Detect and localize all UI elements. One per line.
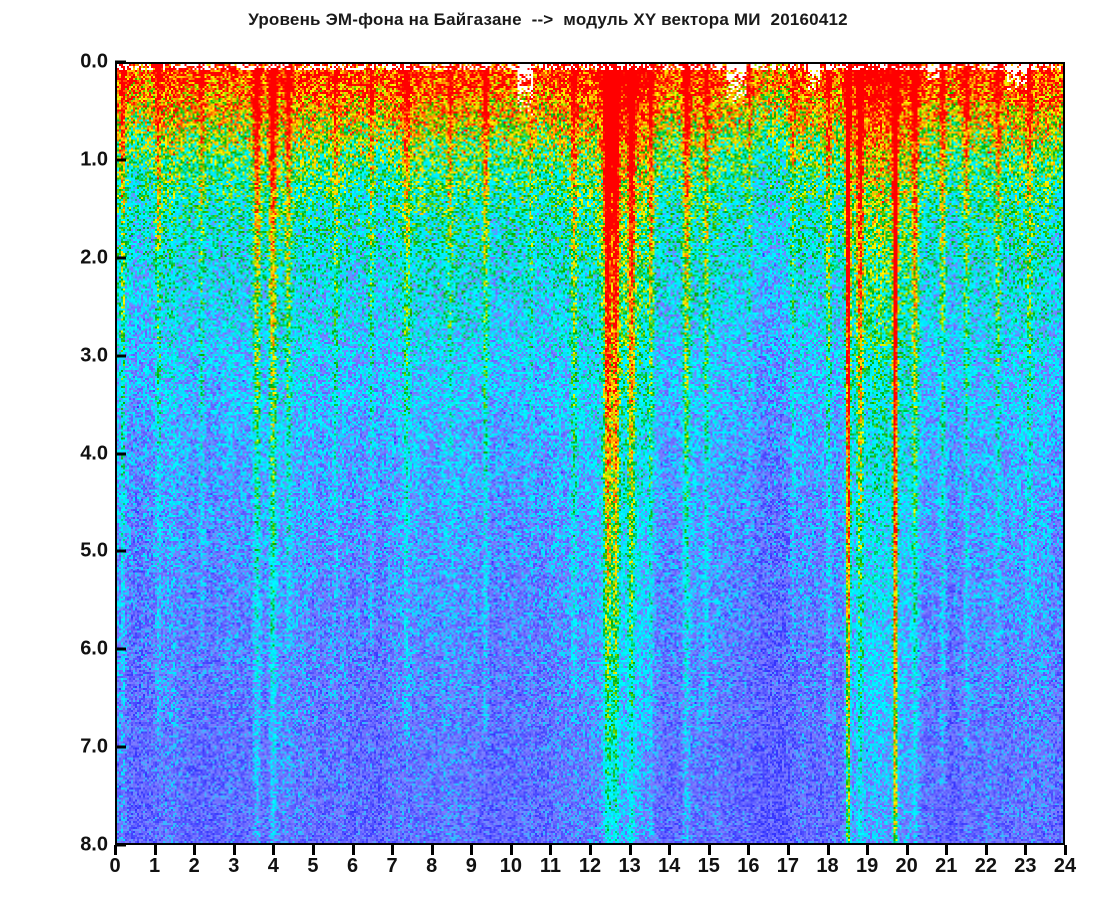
x-tick-label: 22 [974,855,997,877]
x-tick-mark [114,845,117,855]
x-tick-mark [589,845,592,855]
x-tick-label: 6 [346,855,359,877]
x-tick-label: 4 [267,855,279,877]
y-tick-label: 8.0 [80,833,108,856]
x-tick-label: 13 [618,855,641,877]
x-tick-label: 2 [188,855,200,877]
y-tick-mark [115,843,126,847]
x-tick-mark [747,845,751,855]
x-tick-label: 14 [658,855,681,877]
y-tick-label: 5.0 [80,539,108,562]
x-tick-label: 12 [578,855,602,877]
y-tick-label: 3.0 [80,344,108,367]
x-tick-label: 17 [776,855,800,877]
x-tick-mark [430,845,434,855]
x-tick-mark [668,845,672,855]
y-tick-mark [115,452,126,455]
plot-area [115,62,1065,845]
x-tick-label: 10 [499,855,522,877]
y-tick-mark [115,549,126,553]
x-tick-label: 0 [109,855,121,877]
x-tick-label: 1 [149,855,161,877]
x-tick-mark [866,845,870,855]
x-tick-label: 5 [307,855,319,877]
x-tick-label: 7 [386,855,398,877]
y-tick-mark [115,354,126,358]
y-tick-mark [115,745,126,749]
x-tick-mark [351,845,355,855]
y-tick-mark [115,60,126,64]
x-tick-mark [905,845,909,855]
x-tick-mark [984,845,988,855]
x-tick-mark [707,845,711,855]
x-tick-label: 24 [1053,855,1077,877]
chart-title: Уровень ЭМ-фона на Байгазане --> модуль … [248,10,848,29]
y-axis-tick-labels: 0.0 1.0 2.0 3.0 4.0 5.0 6.0 7.0 8.0 [20,0,108,900]
x-tick-label: 19 [855,855,879,877]
x-tick-mark [509,845,513,855]
y-tick-mark [115,647,126,651]
spectrogram-heatmap [117,64,1063,843]
x-tick-mark [153,845,157,855]
x-tick-label: 15 [697,855,720,877]
y-tick-label: 4.0 [80,442,108,464]
x-tick-mark [549,845,553,855]
x-tick-mark [232,845,236,855]
x-tick-mark [786,845,790,855]
x-tick-mark [193,845,197,855]
x-tick-label: 11 [539,855,561,877]
x-tick-label: 3 [228,855,240,877]
x-tick-label: 23 [1014,855,1037,877]
y-tick-mark [115,158,126,162]
x-tick-label: 20 [895,855,918,877]
y-tick-label: 7.0 [80,735,108,758]
x-tick-mark [470,845,474,855]
x-tick-mark [272,845,276,855]
x-tick-label: 8 [426,855,438,877]
x-tick-mark [945,845,949,855]
y-tick-label: 6.0 [80,637,108,660]
x-tick-mark [391,845,395,855]
x-tick-label: 18 [816,855,839,877]
x-tick-label: 16 [737,855,760,877]
x-tick-mark [1024,845,1028,855]
y-tick-label: 0.0 [80,50,108,73]
x-tick-label: 9 [465,855,477,877]
x-tick-label: 21 [935,855,958,877]
x-tick-mark [628,845,632,855]
x-tick-mark [311,845,315,855]
y-tick-label: 2.0 [80,246,108,269]
x-tick-mark [826,845,830,855]
y-tick-mark [115,256,126,260]
x-tick-mark [1064,845,1067,855]
y-tick-label: 1.0 [80,148,108,171]
